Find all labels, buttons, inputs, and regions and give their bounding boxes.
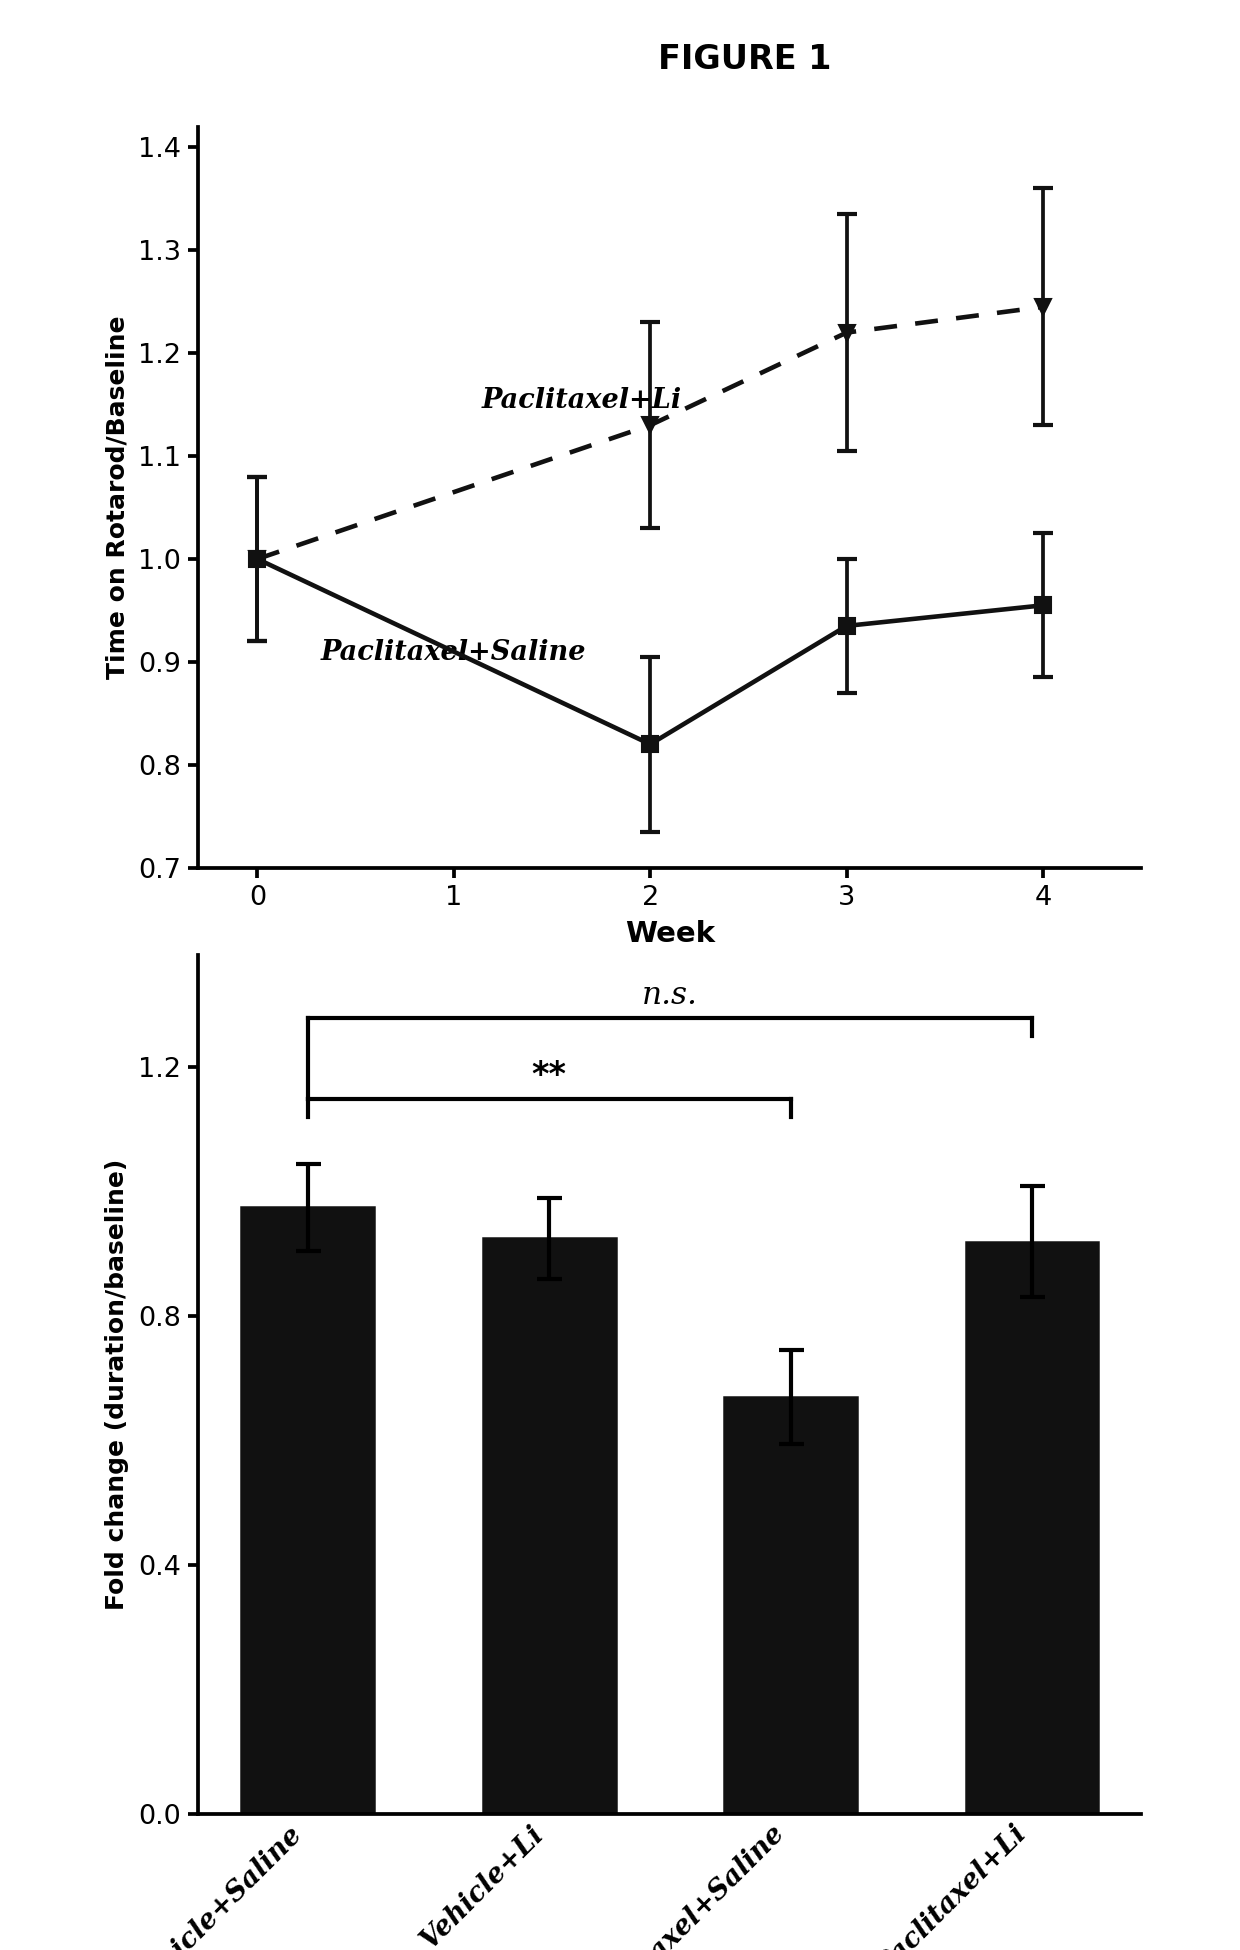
Y-axis label: Fold change (duration/baseline): Fold change (duration/baseline) <box>105 1158 129 1611</box>
Bar <box>965 1242 1097 1814</box>
Text: Paclitaxel+Li: Paclitaxel+Li <box>481 388 681 413</box>
Text: **: ** <box>532 1059 567 1092</box>
Bar <box>724 1396 857 1814</box>
Y-axis label: Time on Rotarod/Baseline: Time on Rotarod/Baseline <box>105 316 129 679</box>
Bar <box>242 1207 374 1814</box>
Text: FIGURE 1: FIGURE 1 <box>657 43 831 76</box>
Text: Paclitaxel+Saline: Paclitaxel+Saline <box>321 640 587 667</box>
Bar <box>482 1238 615 1814</box>
X-axis label: Week: Week <box>625 920 714 948</box>
Text: n.s.: n.s. <box>641 981 698 1012</box>
